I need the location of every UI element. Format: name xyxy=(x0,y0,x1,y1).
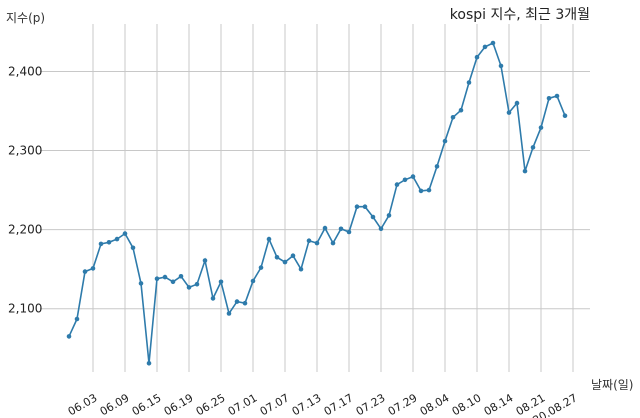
y-tick-label: 2,400 xyxy=(8,64,42,78)
y-gridlines xyxy=(40,70,590,310)
x-tick-label: 07.07 xyxy=(258,391,292,418)
x-tick-label: 06.03 xyxy=(66,391,100,418)
data-point xyxy=(98,241,104,247)
y-tick-label: 2,100 xyxy=(8,302,42,316)
data-point xyxy=(370,214,376,220)
data-point xyxy=(266,236,272,242)
x-gridlines xyxy=(92,24,574,372)
data-point xyxy=(282,259,288,265)
data-point xyxy=(378,226,384,232)
y-tick-labels: 2,100 2,200 2,300 2,400 xyxy=(8,64,42,315)
data-point xyxy=(178,274,184,279)
data-point xyxy=(234,299,240,304)
x-tick-label: 06.09 xyxy=(98,391,132,418)
data-point xyxy=(218,279,224,285)
x-tick-labels: 06.0306.0906.1506.1906.2507.0107.0707.13… xyxy=(66,391,580,418)
data-point xyxy=(202,258,208,263)
data-point xyxy=(130,245,136,251)
data-point xyxy=(538,125,544,130)
data-point xyxy=(114,236,120,242)
data-point xyxy=(410,174,416,179)
y-tick-label: 2,200 xyxy=(8,223,42,237)
data-point xyxy=(162,274,168,280)
data-point xyxy=(450,115,456,120)
data-point xyxy=(314,240,320,246)
data-point xyxy=(402,177,408,183)
x-tick-label: 08.04 xyxy=(418,391,452,418)
data-point xyxy=(82,269,88,274)
data-point xyxy=(122,231,128,236)
x-tick-label: 07.23 xyxy=(354,391,388,418)
data-point xyxy=(194,281,200,287)
data-point xyxy=(138,281,144,286)
data-point xyxy=(346,229,352,235)
data-point xyxy=(458,107,464,113)
data-point xyxy=(106,240,112,245)
data-point xyxy=(362,204,368,209)
data-point xyxy=(498,63,504,69)
x-tick-label: 06.15 xyxy=(130,391,164,418)
data-point xyxy=(506,110,512,115)
x-axis-label: 날짜(일) xyxy=(591,378,633,392)
data-point xyxy=(442,138,448,144)
data-point xyxy=(546,96,552,101)
data-point xyxy=(482,44,488,50)
data-point xyxy=(186,285,192,290)
data-point xyxy=(490,40,496,46)
data-point xyxy=(474,54,480,60)
data-point xyxy=(250,278,256,284)
data-point xyxy=(258,265,264,270)
data-point xyxy=(210,296,216,301)
y-axis-label: 지수(p) xyxy=(6,11,45,25)
x-tick-label: 07.01 xyxy=(226,391,260,418)
y-tick-label: 2,300 xyxy=(8,144,42,158)
data-point xyxy=(394,182,400,187)
data-point xyxy=(466,80,472,85)
chart-title: kospi 지수, 최근 3개월 xyxy=(450,7,590,23)
data-point xyxy=(338,226,344,232)
data-point xyxy=(322,225,328,231)
data-point xyxy=(306,238,312,243)
data-point xyxy=(298,266,304,272)
data-point xyxy=(514,100,520,106)
x-tick-label: 08.10 xyxy=(450,391,484,418)
data-point xyxy=(274,254,280,260)
kospi-data-points xyxy=(66,40,568,366)
x-tick-label: 06.19 xyxy=(162,391,196,418)
data-point xyxy=(562,113,568,118)
data-point xyxy=(354,204,360,209)
data-point xyxy=(90,266,96,271)
data-point xyxy=(290,253,296,258)
x-tick-label: 08.14 xyxy=(482,391,516,418)
x-tick-label: 06.25 xyxy=(194,391,228,418)
data-point xyxy=(66,334,72,339)
data-point xyxy=(170,279,176,285)
data-point xyxy=(386,213,392,218)
data-point xyxy=(146,361,152,366)
data-point xyxy=(154,276,160,282)
x-tick-label: 07.17 xyxy=(322,391,356,418)
data-point xyxy=(554,93,560,99)
data-point xyxy=(226,311,232,316)
data-point xyxy=(530,145,536,150)
x-tick-label: 07.13 xyxy=(290,391,324,418)
data-point xyxy=(242,300,248,306)
data-point xyxy=(426,187,432,193)
data-point xyxy=(434,164,440,169)
data-point xyxy=(418,188,424,194)
data-point xyxy=(330,240,336,246)
x-tick-label: 07.29 xyxy=(386,391,420,418)
data-point xyxy=(74,316,80,322)
data-point xyxy=(522,168,528,174)
